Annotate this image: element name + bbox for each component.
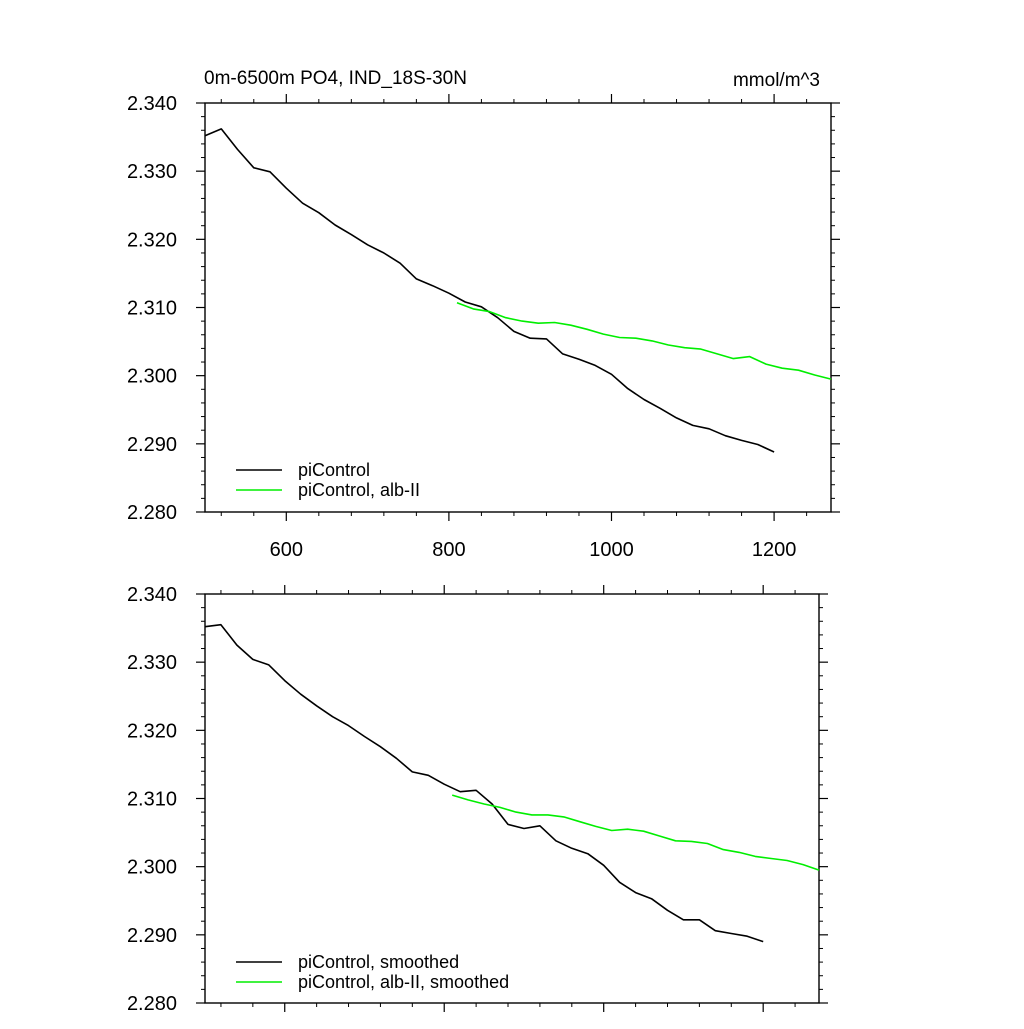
y-tick-label: 2.310: [127, 789, 177, 811]
top-ticks: [196, 94, 840, 521]
top-panel: 0m-6500m PO4, IND_18S-30N mmol/m^3 2.280…: [127, 68, 840, 561]
bottom-y-tick-labels: 2.280 2.290 2.300 2.310 2.320 2.330 2.34…: [127, 584, 177, 1015]
legend-label: piControl, alb-II: [298, 480, 420, 500]
series-line-picontrol-alb-ii: [456, 301, 832, 380]
bottom-legend: piControl, smoothed piControl, alb-II, s…: [236, 952, 509, 992]
bottom-panel: 2.280 2.290 2.300 2.310 2.320 2.330 2.34…: [127, 584, 828, 1015]
y-tick-label: 2.280: [127, 502, 177, 524]
y-tick-label: 2.340: [127, 584, 177, 606]
top-legend: piControl piControl, alb-II: [236, 460, 420, 500]
chart-title: 0m-6500m PO4, IND_18S-30N: [204, 68, 467, 89]
y-tick-label: 2.320: [127, 229, 177, 251]
x-tick-label: 600: [270, 539, 303, 561]
legend-label: piControl: [298, 460, 370, 480]
y-tick-label: 2.290: [127, 434, 177, 456]
y-tick-label: 2.320: [127, 720, 177, 742]
series-line-picontrol-alb-ii-smoothed: [451, 794, 820, 871]
x-tick-label: 1200: [752, 539, 797, 561]
units-label: mmol/m^3: [733, 70, 820, 91]
y-tick-label: 2.340: [127, 93, 177, 115]
y-tick-label: 2.290: [127, 925, 177, 947]
y-tick-label: 2.280: [127, 993, 177, 1015]
y-tick-label: 2.330: [127, 161, 177, 183]
x-tick-label: 800: [432, 539, 465, 561]
series-line-picontrol: [204, 128, 775, 453]
legend-label: piControl, alb-II, smoothed: [298, 972, 509, 992]
bottom-ticks: [196, 585, 828, 1012]
y-tick-label: 2.300: [127, 857, 177, 879]
bottom-plot-frame: [204, 593, 820, 1004]
y-tick-label: 2.310: [127, 298, 177, 320]
top-y-tick-labels: 2.280 2.290 2.300 2.310 2.320 2.330 2.34…: [127, 93, 177, 524]
x-tick-label: 1000: [589, 539, 634, 561]
legend-label: piControl, smoothed: [298, 952, 459, 972]
top-series: [204, 128, 832, 453]
top-plot-frame: [204, 102, 832, 513]
series-line-picontrol-smoothed: [204, 623, 764, 943]
y-tick-label: 2.330: [127, 652, 177, 674]
top-x-tick-labels: 600 800 1000 1200: [270, 539, 797, 561]
bottom-series: [204, 623, 820, 943]
y-tick-label: 2.300: [127, 366, 177, 388]
